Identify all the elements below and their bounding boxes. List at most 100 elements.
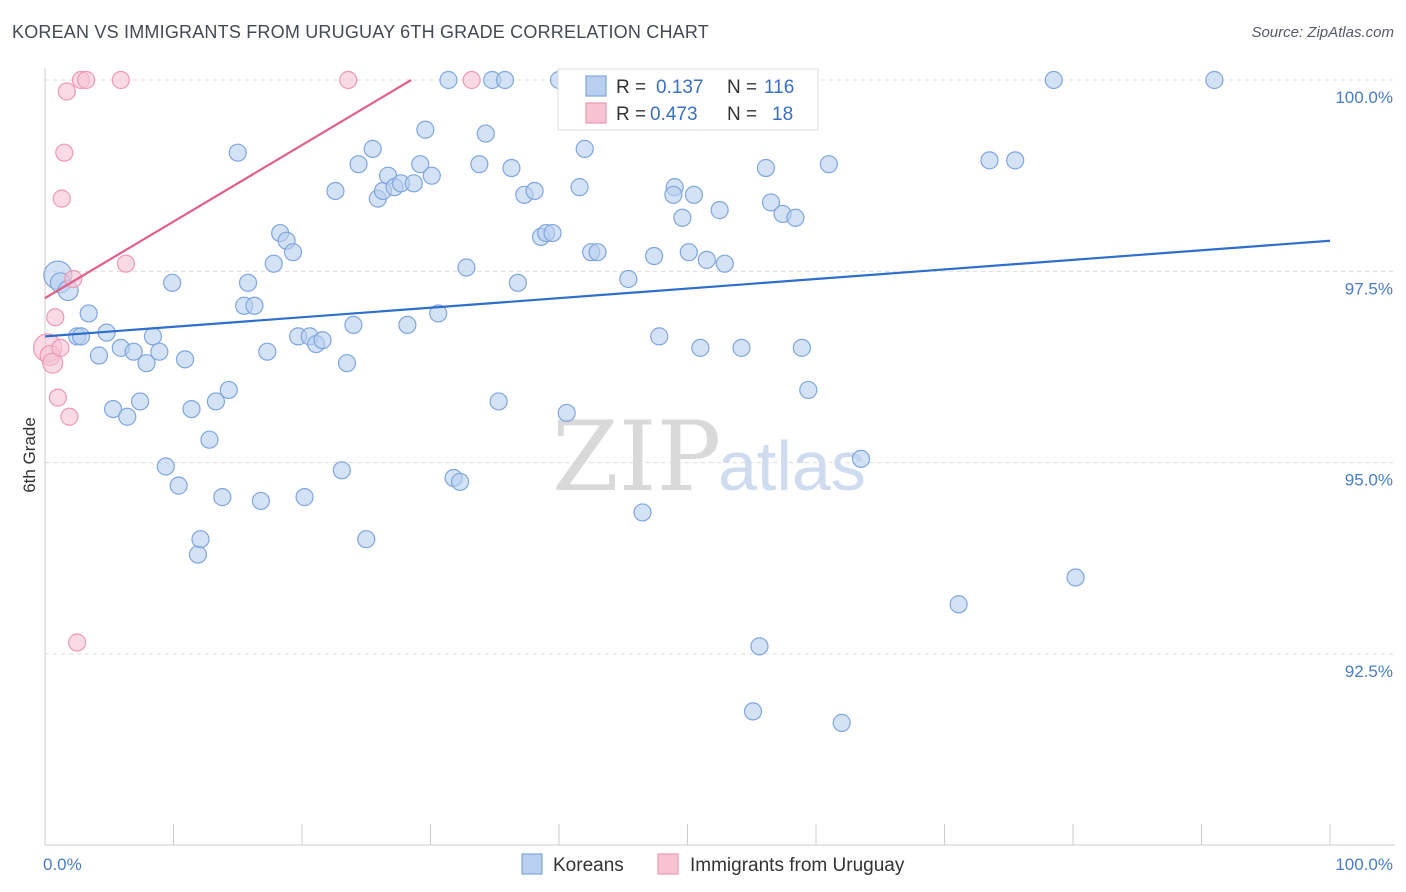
koreans-point-95[interactable] — [710, 201, 729, 220]
koreans-point-16[interactable] — [156, 457, 175, 476]
koreans-point-87[interactable] — [650, 327, 669, 346]
koreans-point-111[interactable] — [1044, 70, 1063, 90]
koreans-point-77[interactable] — [557, 403, 576, 423]
koreans-point-19[interactable] — [175, 350, 195, 369]
koreans-point-8[interactable] — [104, 399, 123, 419]
koreans-point-32[interactable] — [258, 342, 277, 361]
uruguay-point-16[interactable] — [462, 70, 481, 90]
koreans-point-27[interactable] — [228, 143, 247, 162]
koreans-point-59[interactable] — [429, 304, 448, 323]
koreans-point-31[interactable] — [251, 491, 270, 511]
koreans-point-105[interactable] — [799, 380, 818, 400]
legend-swatch-uruguay[interactable] — [657, 853, 679, 875]
uruguay-point-15[interactable] — [339, 70, 358, 90]
koreans-point-69[interactable] — [502, 158, 521, 178]
koreans-point-56[interactable] — [411, 155, 430, 174]
uruguay-point-17[interactable] — [51, 338, 70, 357]
koreans-point-63[interactable] — [457, 258, 476, 277]
koreans-point-38[interactable] — [295, 488, 314, 507]
koreans-point-48[interactable] — [363, 139, 382, 158]
koreans-point-15[interactable] — [150, 342, 169, 361]
koreans-point-54[interactable] — [398, 315, 417, 335]
uruguay-point-10[interactable] — [68, 633, 87, 652]
koreans-point-14[interactable] — [143, 327, 163, 346]
koreans-point-91[interactable] — [679, 243, 698, 262]
koreans-point-22[interactable] — [191, 530, 210, 549]
koreans-point-30[interactable] — [245, 296, 264, 315]
koreans-point-70[interactable] — [508, 273, 527, 292]
koreans-point-45[interactable] — [344, 315, 363, 335]
koreans-point-6[interactable] — [89, 346, 109, 365]
koreans-point-96[interactable] — [715, 254, 734, 273]
uruguay-point-13[interactable] — [111, 70, 130, 90]
uruguay-point-6[interactable] — [55, 143, 74, 162]
koreans-point-29[interactable] — [238, 273, 258, 292]
koreans-point-20[interactable] — [182, 399, 201, 419]
koreans-point-79[interactable] — [570, 178, 589, 197]
koreans-point-25[interactable] — [213, 488, 232, 507]
koreans-point-104[interactable] — [792, 338, 811, 357]
koreans-point-10[interactable] — [118, 407, 137, 426]
koreans-point-64[interactable] — [470, 155, 489, 174]
koreans-point-86[interactable] — [644, 246, 664, 266]
koreans-point-99[interactable] — [750, 637, 769, 656]
koreans-point-98[interactable] — [743, 702, 763, 721]
koreans-point-43[interactable] — [332, 461, 351, 480]
koreans-point-57[interactable] — [416, 120, 435, 139]
koreans-point-24[interactable] — [206, 392, 226, 411]
koreans-point-13[interactable] — [137, 354, 156, 373]
koreans-point-26[interactable] — [219, 380, 238, 400]
uruguay-point-7[interactable] — [57, 82, 76, 101]
koreans-point-58[interactable] — [422, 166, 441, 185]
koreans-point-97[interactable] — [732, 338, 751, 357]
uruguay-point-8[interactable] — [60, 407, 79, 426]
koreans-point-68[interactable] — [495, 70, 515, 90]
koreans-point-21[interactable] — [188, 545, 208, 564]
koreans-point-84[interactable] — [633, 503, 652, 522]
koreans-point-92[interactable] — [684, 185, 704, 204]
koreans-point-11[interactable] — [124, 342, 143, 361]
koreans-point-18[interactable] — [169, 476, 188, 495]
koreans-point-46[interactable] — [349, 155, 368, 174]
koreans-point-36[interactable] — [283, 243, 303, 262]
koreans-point-41[interactable] — [313, 331, 332, 350]
legend-swatch-koreans[interactable] — [521, 853, 543, 875]
koreans-point-93[interactable] — [691, 338, 710, 357]
koreans-point-4[interactable] — [71, 327, 91, 346]
koreans-point-112[interactable] — [1066, 568, 1085, 587]
koreans-point-103[interactable] — [786, 208, 805, 227]
koreans-point-23[interactable] — [200, 430, 219, 449]
koreans-point-82[interactable] — [588, 243, 607, 262]
koreans-point-17[interactable] — [163, 273, 182, 292]
koreans-point-115[interactable] — [664, 185, 683, 204]
koreans-point-55[interactable] — [404, 174, 423, 193]
koreans-point-101[interactable] — [761, 193, 781, 212]
koreans-point-67[interactable] — [489, 392, 508, 411]
koreans-point-80[interactable] — [575, 139, 594, 158]
koreans-point-33[interactable] — [264, 254, 283, 273]
uruguay-point-12[interactable] — [77, 70, 96, 90]
koreans-point-75[interactable] — [543, 223, 562, 243]
legend-label-koreans[interactable]: Koreans — [553, 855, 624, 876]
koreans-point-62[interactable] — [450, 472, 470, 491]
koreans-point-106[interactable] — [832, 713, 851, 732]
koreans-point-42[interactable] — [326, 181, 345, 201]
koreans-point-110[interactable] — [1006, 151, 1025, 170]
koreans-point-47[interactable] — [357, 530, 376, 549]
koreans-point-65[interactable] — [476, 124, 495, 143]
koreans-point-90[interactable] — [673, 208, 692, 227]
uruguay-point-14[interactable] — [116, 254, 136, 273]
koreans-point-113[interactable] — [1205, 70, 1224, 90]
koreans-point-94[interactable] — [697, 250, 716, 269]
koreans-point-100[interactable] — [756, 158, 775, 178]
uruguay-point-5[interactable] — [52, 189, 71, 208]
uruguay-point-2[interactable] — [42, 352, 64, 374]
koreans-point-72[interactable] — [525, 181, 544, 201]
koreans-point-83[interactable] — [619, 269, 638, 289]
koreans-point-5[interactable] — [79, 304, 98, 323]
uruguay-point-4[interactable] — [48, 388, 67, 407]
koreans-point-108[interactable] — [949, 595, 968, 614]
koreans-point-60[interactable] — [439, 70, 458, 90]
koreans-point-12[interactable] — [130, 392, 150, 411]
legend-label-uruguay[interactable]: Immigrants from Uruguay — [690, 855, 905, 876]
